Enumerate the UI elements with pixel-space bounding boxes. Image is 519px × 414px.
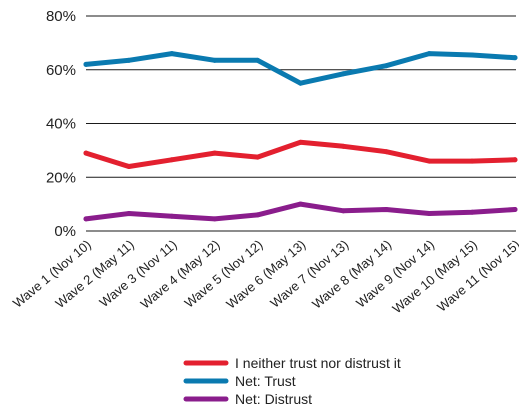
data-point xyxy=(298,201,303,207)
data-point xyxy=(426,158,432,164)
data-point xyxy=(469,209,475,215)
data-point xyxy=(83,61,89,67)
data-point xyxy=(212,216,218,222)
data-point xyxy=(126,164,132,169)
data-point xyxy=(298,139,303,145)
x-tick-label-2: Wave 2 (May 11) xyxy=(52,237,136,311)
y-tick-label-80: 80% xyxy=(46,8,76,25)
data-point xyxy=(383,207,389,212)
series-lines xyxy=(83,51,518,222)
data-point xyxy=(83,216,89,222)
data-point xyxy=(512,55,518,61)
y-tick-label-40: 40% xyxy=(46,116,76,133)
data-point xyxy=(126,57,132,63)
data-point xyxy=(212,57,218,63)
data-point xyxy=(383,149,389,155)
data-point xyxy=(512,207,518,212)
data-point xyxy=(169,51,175,57)
data-point xyxy=(469,52,475,58)
legend-label-1: I neither trust nor distrust it xyxy=(235,355,401,371)
legend-label-3: Net: Distrust xyxy=(235,391,312,407)
data-point xyxy=(512,157,518,163)
gridlines xyxy=(86,15,516,232)
data-point xyxy=(426,51,432,57)
y-tick-label-60: 60% xyxy=(46,62,76,79)
data-point xyxy=(255,212,261,218)
data-point xyxy=(340,208,346,214)
y-tick-label-20: 20% xyxy=(46,169,76,186)
data-point xyxy=(383,63,389,69)
series-line-1 xyxy=(83,139,518,169)
x-axis-tick-labels: Wave 1 (Nov 10)Wave 2 (May 11)Wave 3 (No… xyxy=(10,237,519,316)
y-axis-tick-labels: 0% 20% 40% 60% 80% xyxy=(46,8,76,240)
data-point xyxy=(83,150,89,156)
data-point xyxy=(298,80,303,86)
series-line-2 xyxy=(83,51,518,86)
data-point xyxy=(212,150,218,156)
data-point xyxy=(340,143,346,149)
data-point xyxy=(255,154,261,160)
data-point xyxy=(255,57,261,63)
data-point xyxy=(340,71,346,77)
data-point xyxy=(169,157,175,163)
legend-label-2: Net: Trust xyxy=(235,373,296,389)
data-point xyxy=(126,211,132,217)
data-point xyxy=(426,211,432,217)
legend: I neither trust nor distrust it Net: Trus… xyxy=(183,355,401,407)
data-point xyxy=(169,213,175,219)
y-tick-label-0: 0% xyxy=(54,223,76,240)
data-point xyxy=(469,158,475,164)
